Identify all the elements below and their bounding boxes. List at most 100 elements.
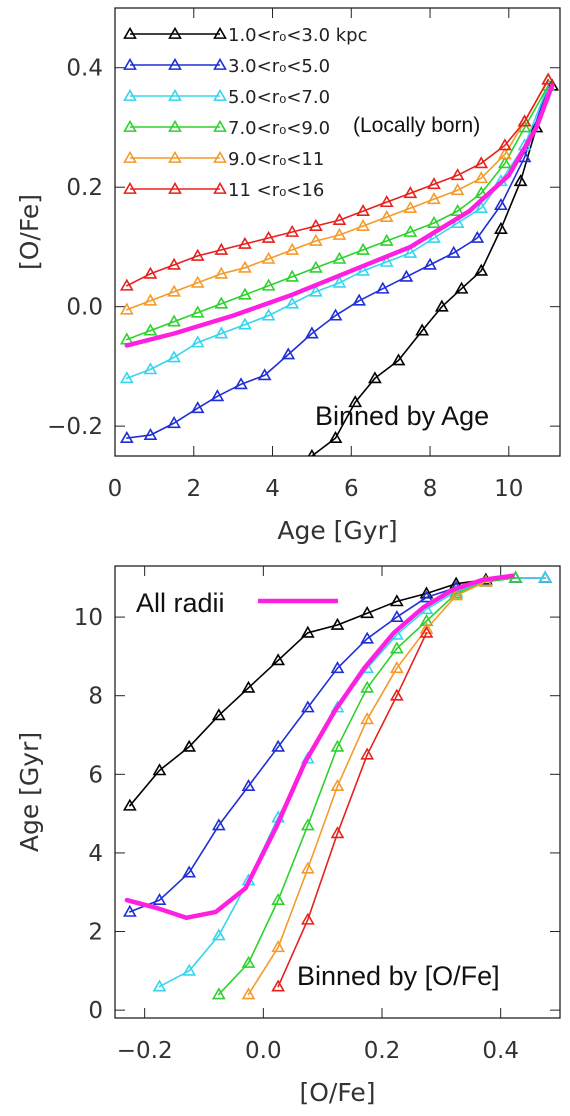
x-axis-title: [O/Fe] bbox=[299, 1078, 375, 1107]
data-point-2 bbox=[285, 296, 300, 309]
data-point-5 bbox=[190, 248, 205, 261]
data-point-1 bbox=[257, 368, 272, 381]
series-line-3 bbox=[126, 84, 550, 341]
data-point-5 bbox=[285, 224, 300, 237]
data-point-4 bbox=[214, 266, 229, 279]
data-point-5 bbox=[308, 218, 323, 231]
data-point-1 bbox=[152, 892, 167, 906]
all-radii-line bbox=[124, 573, 515, 921]
series-line-4 bbox=[126, 78, 550, 311]
data-point-5 bbox=[271, 979, 286, 992]
data-point-4 bbox=[330, 778, 345, 792]
legend-marker bbox=[123, 150, 137, 163]
y-tick-label: 8 bbox=[88, 684, 103, 710]
data-point-1 bbox=[328, 308, 343, 321]
data-point-5 bbox=[517, 114, 532, 127]
data-point-3 bbox=[360, 680, 375, 693]
data-point-0 bbox=[328, 430, 343, 444]
data-point-0 bbox=[434, 299, 449, 312]
y-tick-label: 0.4 bbox=[66, 56, 103, 82]
data-point-0 bbox=[513, 174, 528, 187]
data-point-3 bbox=[419, 613, 434, 626]
data-point-4 bbox=[238, 260, 252, 273]
data-point-2 bbox=[474, 200, 489, 214]
series-line-0 bbox=[311, 84, 553, 456]
data-point-3 bbox=[190, 305, 205, 318]
data-point-3 bbox=[389, 641, 404, 654]
data-point-5 bbox=[427, 177, 441, 190]
y-tick-label: 4 bbox=[88, 841, 103, 867]
data-point-5 bbox=[389, 688, 404, 701]
series-line-5 bbox=[277, 631, 428, 988]
data-point-2 bbox=[167, 350, 181, 363]
x-tick-label: 0 bbox=[108, 476, 123, 502]
data-point-0 bbox=[391, 353, 406, 366]
legend-marker bbox=[168, 88, 182, 101]
legend-marker bbox=[168, 57, 182, 70]
data-point-3 bbox=[238, 287, 252, 300]
data-point-0 bbox=[211, 708, 226, 721]
data-point-4 bbox=[261, 251, 276, 264]
x-tick-label: −0.2 bbox=[117, 1038, 173, 1064]
data-point-1 bbox=[167, 416, 181, 429]
data-point-3 bbox=[474, 186, 489, 199]
data-point-4 bbox=[360, 712, 375, 725]
binned-by-ofe-label: Binned by [O/Fe] bbox=[297, 961, 500, 991]
x-tick-label: 0.4 bbox=[482, 1038, 519, 1064]
data-point-2 bbox=[332, 275, 347, 288]
data-point-3 bbox=[449, 586, 464, 599]
data-point-1 bbox=[210, 389, 225, 402]
data-point-0 bbox=[330, 617, 345, 630]
legend-marker bbox=[123, 119, 137, 132]
y-tick-label: 0 bbox=[88, 998, 103, 1024]
data-point-2 bbox=[214, 326, 229, 339]
binned-by-age-label: Binned by Age bbox=[315, 401, 489, 431]
data-point-3 bbox=[379, 233, 394, 246]
data-point-3 bbox=[211, 987, 226, 1000]
legend-label: 9.0<r₀<11 bbox=[228, 149, 324, 170]
data-point-1 bbox=[300, 700, 315, 713]
data-point-1 bbox=[360, 631, 375, 644]
legend-marker bbox=[213, 150, 227, 163]
legend-marker bbox=[123, 57, 137, 70]
data-point-5 bbox=[214, 242, 229, 255]
data-point-4 bbox=[450, 183, 465, 196]
data-point-0 bbox=[415, 323, 430, 336]
data-point-0 bbox=[152, 763, 167, 776]
plot-frame bbox=[114, 565, 561, 1019]
data-point-1 bbox=[352, 293, 367, 306]
data-point-1 bbox=[182, 865, 197, 878]
series-line-4 bbox=[247, 580, 487, 996]
data-point-2 bbox=[538, 570, 553, 583]
data-point-1 bbox=[119, 430, 134, 444]
data-point-3 bbox=[300, 818, 315, 831]
legend-marker bbox=[213, 119, 227, 132]
data-point-5 bbox=[474, 156, 489, 169]
data-point-2 bbox=[238, 317, 252, 330]
all-radii-line bbox=[124, 83, 555, 348]
all-radii-label: All radii bbox=[136, 588, 225, 618]
data-point-5 bbox=[419, 625, 434, 638]
data-point-1 bbox=[271, 739, 286, 752]
data-point-3 bbox=[427, 215, 441, 228]
top-panel-oxygen-vs-age: 0 2 4 6 8 10 −0.2 0.0 0.2 0.4 Age [Gyr] [O/Fe] 1.0<r… bbox=[15, 7, 561, 545]
y-tick-label: 6 bbox=[88, 762, 103, 788]
data-point-2 bbox=[379, 254, 394, 267]
x-tick-label: 2 bbox=[186, 476, 201, 502]
data-point-5 bbox=[300, 912, 315, 925]
x-tick-label: 10 bbox=[494, 476, 523, 502]
data-area bbox=[119, 72, 560, 456]
data-point-4 bbox=[474, 171, 489, 184]
data-point-1 bbox=[190, 401, 205, 414]
data-point-3 bbox=[403, 224, 418, 237]
data-point-3 bbox=[214, 296, 229, 309]
data-point-3 bbox=[308, 260, 323, 273]
data-point-2 bbox=[356, 263, 370, 276]
data-point-5 bbox=[379, 195, 394, 208]
data-point-4 bbox=[143, 293, 158, 306]
data-point-1 bbox=[305, 326, 319, 339]
y-tick-label: 10 bbox=[74, 605, 103, 631]
data-point-2 bbox=[190, 335, 205, 348]
data-point-5 bbox=[261, 230, 276, 243]
